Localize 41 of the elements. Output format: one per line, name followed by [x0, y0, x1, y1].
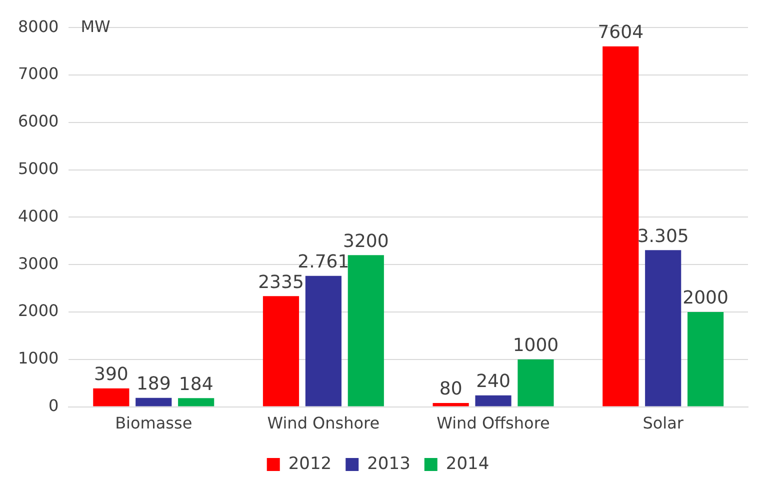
data-label: 80 — [439, 378, 462, 400]
data-label: 1000 — [512, 335, 559, 356]
data-label: 240 — [476, 371, 510, 392]
bar — [348, 255, 384, 406]
y-tick-label: 6000 — [18, 112, 59, 131]
bar — [93, 388, 130, 406]
bar — [432, 403, 469, 406]
bar — [136, 398, 172, 406]
data-label: 390 — [94, 364, 128, 385]
y-tick-label: 0 — [48, 396, 59, 415]
bar — [688, 312, 724, 406]
x-tick-label: Solar — [642, 414, 684, 433]
y-tick-label: 1000 — [18, 348, 59, 368]
y-axis-title: MW — [80, 16, 111, 36]
bar — [475, 395, 512, 406]
data-label: 189 — [136, 374, 171, 395]
y-tick-label: 7000 — [18, 64, 59, 84]
y-tick-label: 8000 — [18, 16, 59, 36]
x-tick-label: Wind Onshore — [267, 414, 380, 433]
bar — [602, 46, 639, 406]
bar — [262, 296, 300, 406]
x-tick-label: Wind Offshore — [436, 414, 550, 433]
x-tick-label: Biomasse — [115, 414, 192, 433]
bar — [178, 398, 214, 406]
y-tick-label: 5000 — [18, 158, 59, 178]
y-tick-label: 3000 — [18, 254, 59, 273]
legend-label: 2013 — [367, 454, 410, 474]
data-label: 184 — [178, 374, 214, 395]
data-label: 2000 — [682, 288, 728, 309]
bar — [645, 250, 682, 406]
data-label: 2.761 — [298, 252, 350, 273]
legend-label: 2012 — [288, 454, 332, 474]
data-label: 2335 — [258, 272, 304, 293]
y-tick-label: 2000 — [18, 301, 59, 320]
bar — [305, 276, 342, 406]
data-label: 3200 — [343, 230, 389, 252]
bar — [518, 359, 554, 406]
legend-label: 2014 — [446, 454, 490, 474]
data-label: 3.305 — [637, 226, 689, 247]
data-label: 7604 — [598, 22, 644, 44]
y-tick-label: 4000 — [18, 206, 59, 226]
